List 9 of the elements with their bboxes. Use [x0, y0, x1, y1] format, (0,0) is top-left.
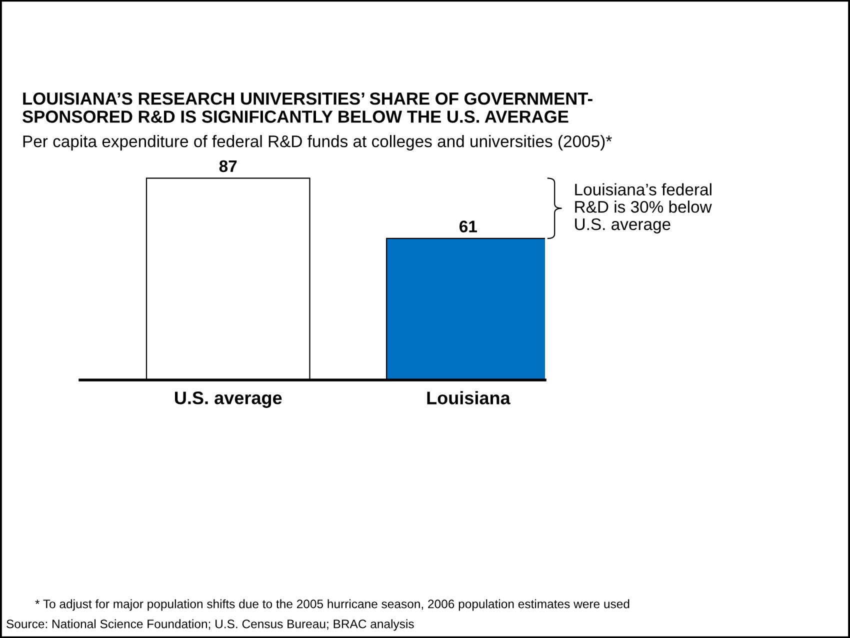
- chart-title: LOUISIANA’S RESEARCH UNIVERSITIES’ SHARE OF GOVERNMENT- SPONSORED R&D IS SIGNIFICANTLY BELOW THE U.S. AVERAGE: [22, 92, 592, 123]
- text: Louisiana’s federal R&D is 30% below U.S. average: [575, 183, 712, 234]
- source-note: Source: National Science Foundation; U.S. Census Bureau; BRAC analysis: [6, 619, 414, 631]
- x-tick-label: U.S. average: [175, 392, 282, 408]
- text: * To adjust for major population shifts due to the 2005 hurricane season, 2006 population estimates were used: [35, 599, 630, 611]
- x-tick-label: Louisiana: [427, 391, 510, 404]
- data-label: 87: [219, 160, 237, 172]
- data-label: 61: [460, 220, 477, 232]
- chart-subtitle: Per capita expenditure of federal R&D funds at colleges and universities (2005)*: [23, 135, 612, 151]
